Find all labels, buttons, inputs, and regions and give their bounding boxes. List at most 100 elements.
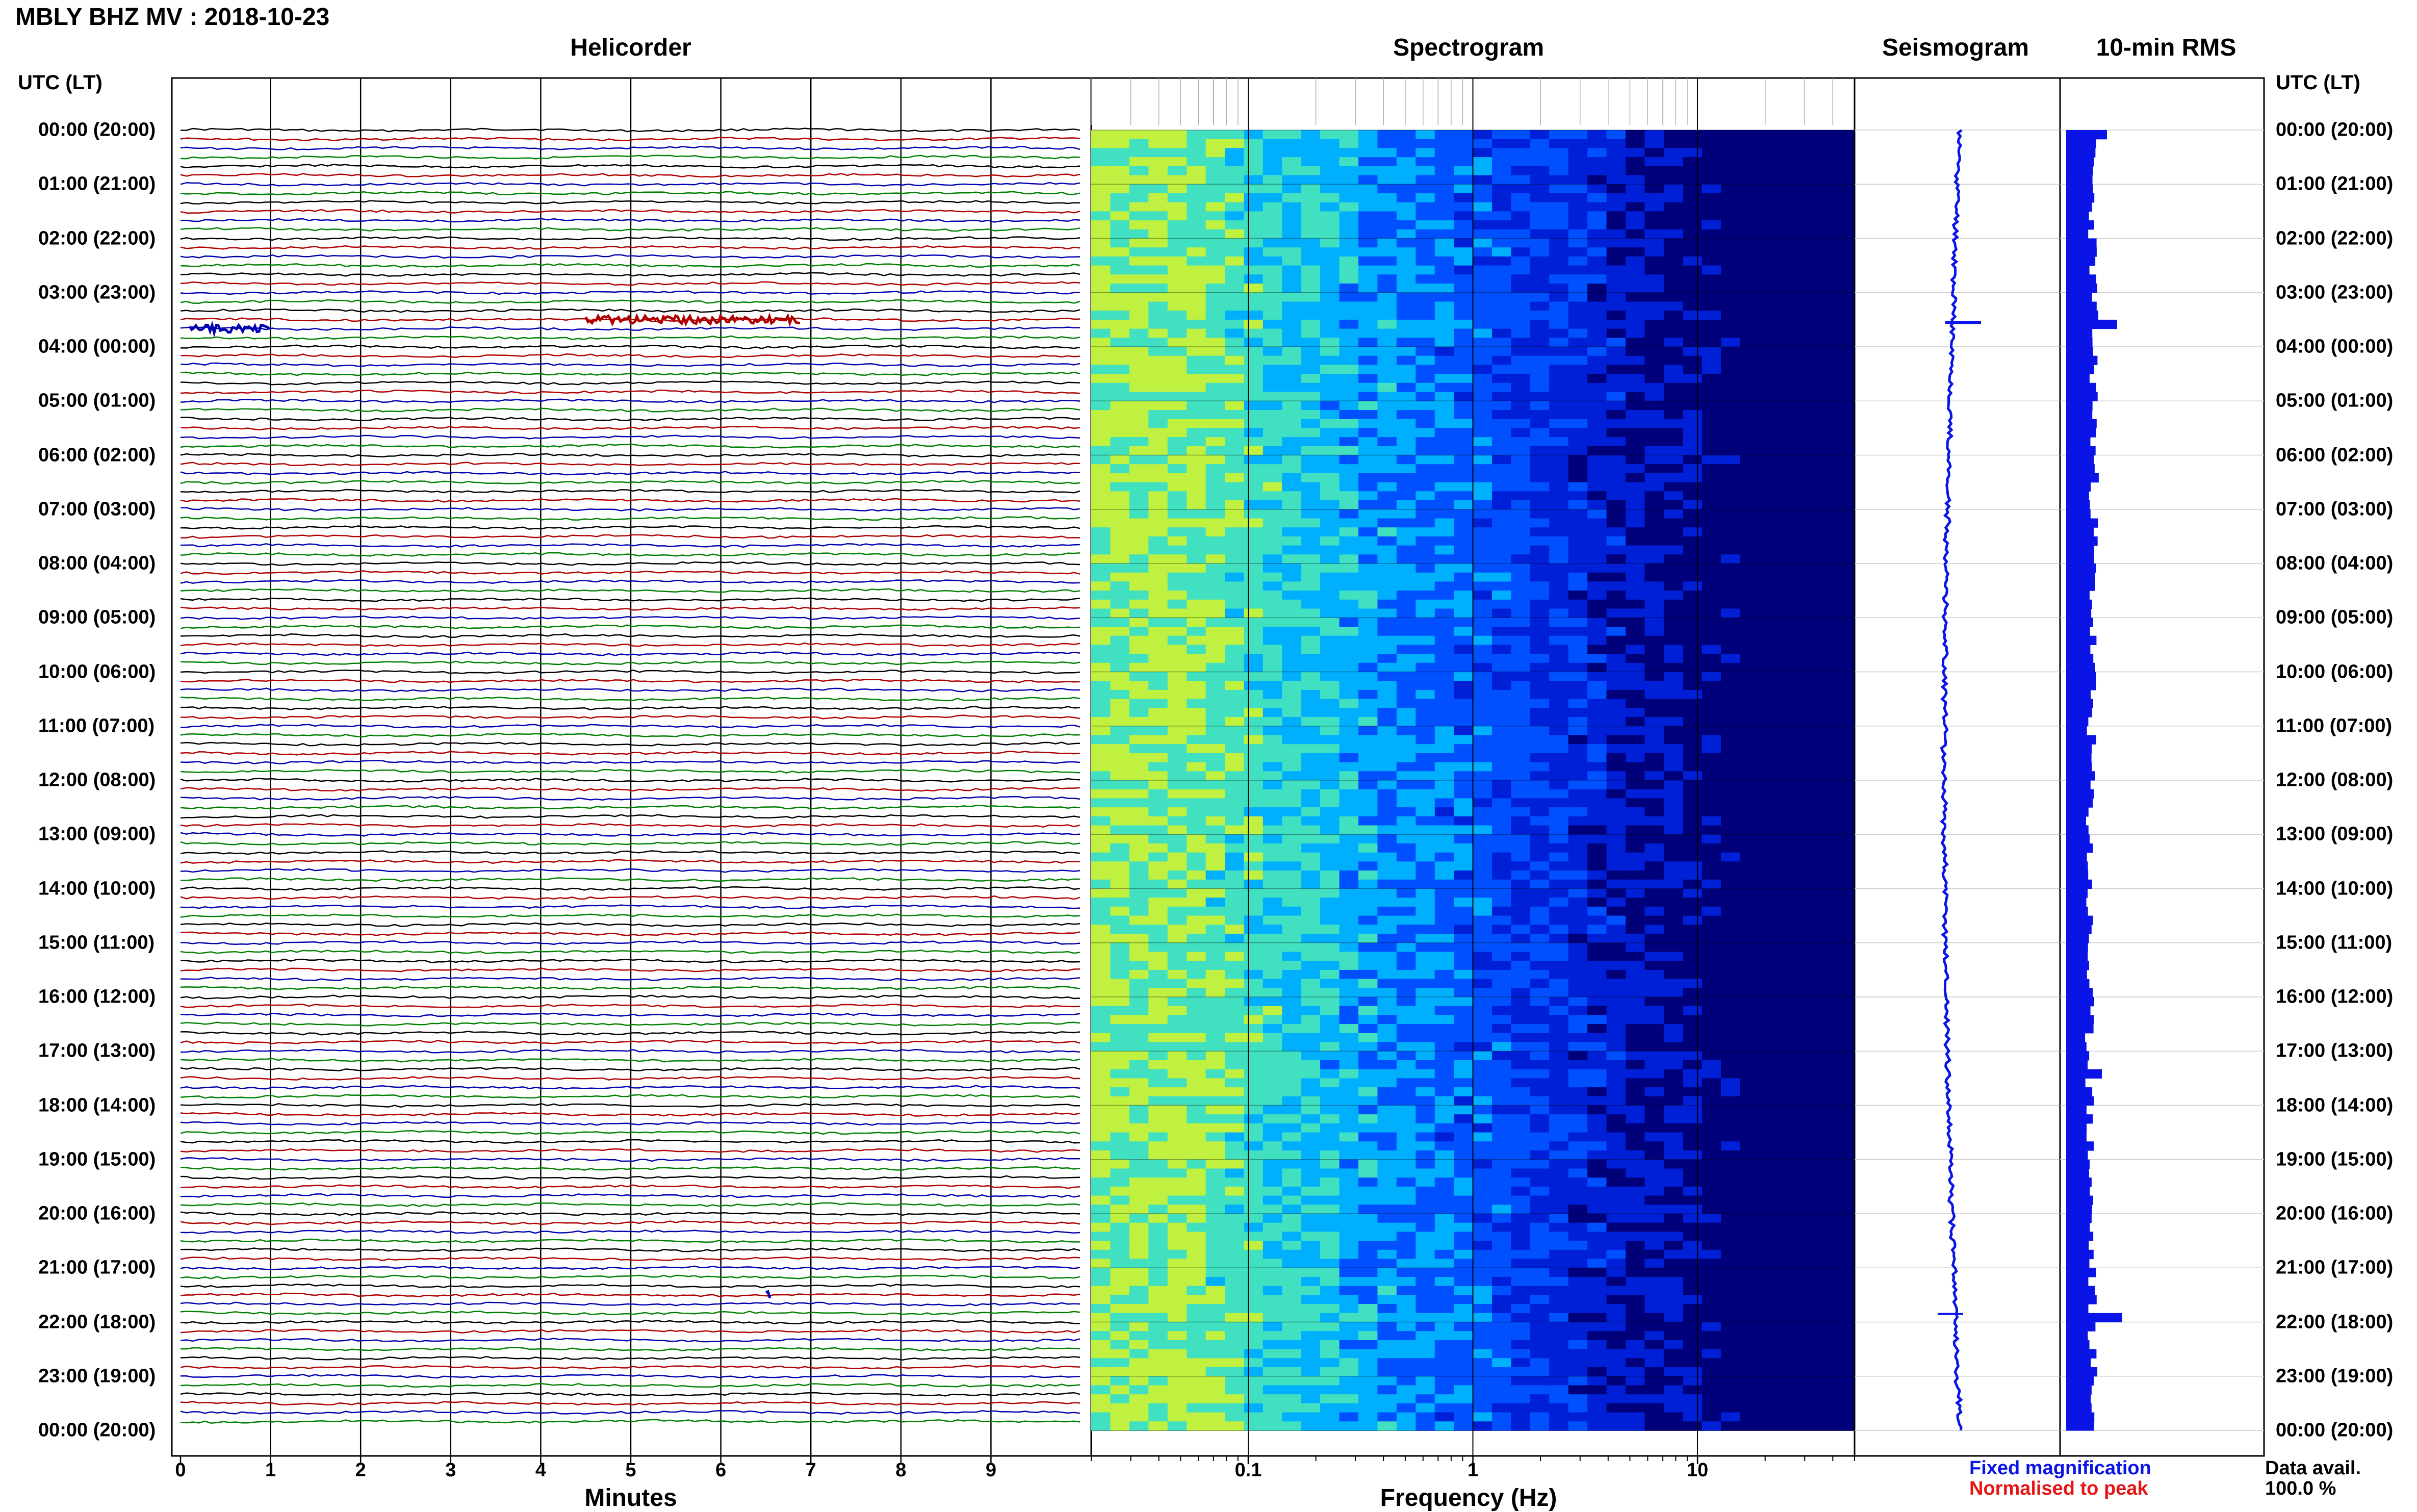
spectrogram-cell [1263,979,1282,989]
spectrogram-cell [1206,1087,1225,1097]
spectrogram-cell [1340,690,1359,700]
spectrogram-cell [1358,1322,1378,1332]
spectrogram-cell [1549,843,1569,853]
spectrogram-cell [1473,148,1493,158]
spectrogram-cell [1511,410,1530,420]
spectrogram-cell [1435,798,1454,808]
spectrogram-cell [1569,1331,1588,1341]
spectrogram-cell [1187,979,1206,989]
spectrogram-cell [1702,220,1721,230]
spectrogram-cell [1644,1042,1664,1052]
spectrogram-cell [1206,1051,1225,1061]
spectrogram-cell [1358,798,1378,808]
spectrogram-cell [1358,988,1378,997]
spectrogram-cell [1225,392,1244,402]
spectrogram-cell [1129,1421,1149,1431]
spectrogram-cell [1626,1376,1645,1386]
spectrogram-cell [1473,1069,1493,1079]
spectrogram-cell [1530,834,1550,844]
spectrogram-cell [1377,1087,1397,1097]
spectrogram-cell [1377,519,1397,528]
spectrogram-cell [1454,690,1473,700]
spectrogram-cell [1492,410,1511,420]
spectrogram-cell [1549,193,1569,203]
spectrogram-cell [1549,1060,1569,1070]
spectrogram-cell [1168,627,1187,636]
spectrogram-cell [1607,1214,1626,1223]
spectrogram-cell [1340,1259,1359,1269]
spectrogram-cell [1511,934,1530,943]
spectrogram-cell [1454,988,1473,997]
spectrogram-cell [1607,708,1626,717]
spectrogram-cell [1626,546,1645,555]
spectrogram-cell [1702,383,1721,393]
spectrogram-cell [1435,519,1454,528]
spectrogram-cell [1340,1421,1359,1431]
spectrogram-cell [1607,284,1626,293]
spectrogram-cell [1416,1069,1435,1079]
spectrogram-cell [1320,455,1340,465]
spectrogram-cell [1511,681,1530,690]
spectrogram-cell [1244,365,1263,374]
spectrogram-cell [1340,970,1359,980]
spectrogram-cell [1110,1106,1129,1115]
spectrogram-cell [1702,239,1721,248]
spectrogram-cell [1511,1358,1530,1368]
spectrogram-cell [1168,1123,1187,1133]
spectrogram-cell [1492,220,1511,230]
spectrogram-cell [1454,365,1473,374]
spectrogram-cell [1263,383,1282,393]
spectrogram-cell [1397,1015,1416,1024]
spectrogram-cell [1626,1078,1645,1088]
spectrogram-cell [1416,1277,1435,1287]
spectrogram-cell [1129,889,1149,899]
spectrogram-cell [1644,274,1664,284]
spectrogram-cell [1702,988,1721,997]
spectrogram-cell [1244,1331,1263,1341]
spectrogram-cell [1206,284,1225,293]
spectrogram-cell [1569,771,1588,781]
spectrogram-cell [1206,1304,1225,1314]
spectrogram-cell [1263,392,1282,402]
spectrogram-cell [1511,392,1530,402]
spectrogram-cell [1492,1394,1511,1404]
spectrogram-cell [1340,573,1359,582]
spectrogram-cell [1511,1177,1530,1187]
spectrogram-cell [1187,762,1206,772]
spectrogram-cell [1225,356,1244,366]
spectrogram-cell [1168,717,1187,727]
spectrogram-cell [1683,293,1702,302]
spectrogram-cell [1683,1169,1702,1178]
spectrogram-cell [1320,356,1340,366]
spectrogram-cell [1702,834,1721,844]
spectrogram-cell [1492,880,1511,889]
spectrogram-cell [1454,1123,1473,1133]
spectrogram-cell [1492,771,1511,781]
spectrogram-cell [1454,699,1473,709]
spectrogram-cell [1626,184,1645,194]
spectrogram-cell [1187,1024,1206,1034]
spectrogram-cell [1244,970,1263,980]
spectrogram-cell [1263,681,1282,690]
spectrogram-cell [1225,347,1244,356]
spectrogram-cell [1587,735,1607,745]
spectrogram-cell [1168,139,1187,149]
spectrogram-cell [1511,491,1530,501]
spectrogram-cell [1168,1106,1187,1115]
spectrogram-cell [1168,1015,1187,1024]
spectrogram-cell [1587,997,1607,1007]
spectrogram-cell [1301,274,1321,284]
spectrogram-cell [1301,220,1321,230]
spectrogram-cell [1320,1304,1340,1314]
spectrogram-cell [1702,1106,1721,1115]
spectrogram-cell [1225,1313,1244,1323]
spectrogram-cell [1187,780,1206,790]
spectrogram-cell [1377,934,1397,943]
spectrogram-cell [1225,690,1244,700]
spectrogram-cell [1702,997,1721,1007]
spectrogram-cell [1664,428,1683,438]
spectrogram-cell [1511,1060,1530,1070]
spectrogram-cell [1129,735,1149,745]
spectrogram-cell [1569,1169,1588,1178]
spectrogram-cell [1206,1223,1225,1233]
